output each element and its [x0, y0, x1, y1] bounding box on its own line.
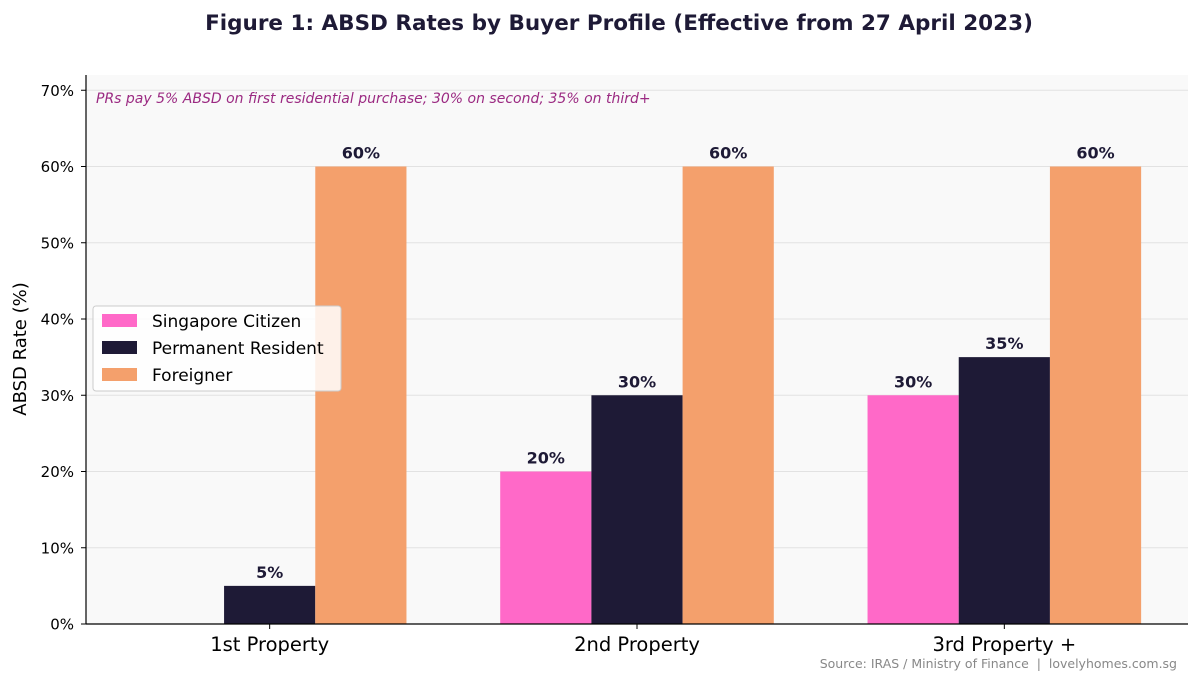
bar-singapore-citizen-2 [500, 471, 592, 624]
y-tick-label-0: 0% [50, 616, 74, 634]
y-tick-label-40: 40% [41, 311, 74, 329]
value-label-singapore-citizen-2: 20% [527, 449, 565, 468]
legend-box [92, 305, 342, 392]
bar-singapore-citizen-3 [867, 395, 959, 624]
value-label-singapore-citizen-3: 30% [894, 372, 932, 391]
x-tick-label-1: 1st Property [210, 633, 329, 656]
x-tick-label-3: 3rd Property + [932, 633, 1076, 656]
legend-items: Singapore Citizen Permanent Resident Forei… [102, 312, 324, 386]
legend-swatch-foreigner [102, 368, 137, 381]
bar-permanent-resident-2 [591, 395, 683, 624]
x-tick-label-2: 2nd Property [574, 633, 700, 656]
chart-annotation: PRs pay 5% ABSD on first residential pur… [96, 91, 651, 107]
bar-foreigner-2 [682, 166, 774, 624]
value-label-foreigner-2: 60% [709, 144, 747, 163]
bar-foreigner-3 [1049, 166, 1142, 624]
bars [224, 166, 1142, 624]
value-labels: 5% 60% 20% 30% 60% 30% 35% 60% [256, 144, 1115, 582]
bar-permanent-resident-3 [958, 357, 1050, 624]
legend-label-permanent-resident: Permanent Resident [152, 339, 324, 359]
legend-swatch-singapore-citizen [102, 314, 137, 327]
y-tick-label-60: 60% [41, 158, 74, 176]
y-tick-label-50: 50% [41, 234, 74, 252]
value-label-foreigner-1: 60% [342, 144, 380, 163]
y-axis-label: ABSD Rate (%) [10, 282, 31, 416]
legend: Singapore Citizen Permanent Resident Forei… [92, 305, 342, 392]
x-axis-ticks: 1st Property 2nd Property 3rd Property + [210, 624, 1076, 656]
y-axis-ticks: 0% 10% 20% 30% 40% 50% 60% 70% [41, 82, 86, 634]
bar-foreigner-1 [315, 166, 407, 624]
chart-title: Figure 1: ABSD Rates by Buyer Profile (E… [205, 11, 1033, 36]
value-label-permanent-resident-1: 5% [256, 563, 283, 582]
bar-permanent-resident-1 [224, 585, 316, 624]
value-label-permanent-resident-2: 30% [618, 372, 656, 391]
y-tick-label-10: 10% [41, 539, 74, 557]
legend-swatch-permanent-resident [102, 341, 137, 354]
y-tick-label-20: 20% [41, 463, 74, 481]
source-note: Source: IRAS / Ministry of Finance | lov… [820, 656, 1177, 671]
y-tick-label-30: 30% [41, 387, 74, 405]
value-label-foreigner-3: 60% [1076, 144, 1114, 163]
legend-label-singapore-citizen: Singapore Citizen [152, 312, 301, 332]
y-tick-label-70: 70% [41, 82, 74, 100]
value-label-permanent-resident-3: 35% [985, 334, 1023, 353]
legend-label-foreigner: Foreigner [152, 366, 232, 386]
